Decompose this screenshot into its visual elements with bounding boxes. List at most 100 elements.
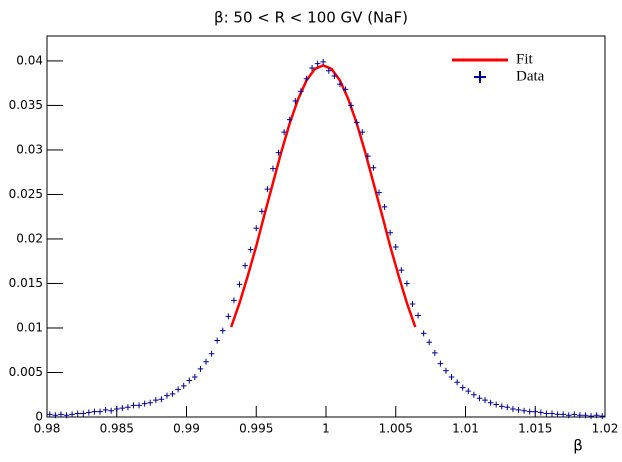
data-point [91,408,98,415]
data-point [102,406,109,413]
y-tick-label: 0.01 [16,320,43,334]
x-tick-label: 0.99 [173,422,200,436]
data-point [158,396,165,403]
data-point [192,373,198,380]
data-point [236,281,243,288]
y-tick-label: 0.02 [16,231,43,245]
y-tick-label: 0.015 [9,276,43,290]
y-tick-label: 0.005 [9,365,43,379]
x-tick-label: 0.98 [34,422,61,436]
data-point [130,402,137,409]
data-point [281,129,287,136]
data-point [532,408,539,415]
data-point [337,81,343,88]
data-point [203,358,209,365]
data-point [74,410,81,417]
data-point [515,406,522,413]
y-tick-label: 0.04 [16,53,43,67]
data-point [588,413,594,420]
data-point [214,337,220,344]
chart-title: β: 50 < R < 100 GV (NaF) [214,9,408,27]
data-point [47,411,53,418]
data-point [454,379,460,386]
data-point [58,411,64,418]
data-point [543,410,550,417]
data-point [136,402,142,409]
data-point [113,405,120,412]
data-point [554,411,561,418]
data-point [275,149,282,156]
x-axis-label: β [573,437,583,455]
data-point [471,391,477,398]
fit-line [229,64,417,328]
data-point [314,60,321,67]
data-point [404,280,410,287]
y-tick-label: 0 [35,410,43,424]
data-point [476,395,483,402]
data-point [141,400,148,407]
data-point [538,409,544,416]
x-tick-label: 1 [322,422,330,436]
data-point [180,382,187,389]
data-point [392,243,399,250]
data-point [420,330,427,337]
data-point [208,350,215,357]
x-tick-label: 1.015 [518,422,552,436]
x-tick-label: 1.01 [452,422,479,436]
data-point [69,411,75,418]
data-point [582,412,589,419]
y-tick-label: 0.03 [16,142,43,156]
data-point [164,392,170,399]
data-point [415,312,421,319]
data-point [292,97,299,104]
x-tick-label: 1.005 [379,422,413,436]
data-point [565,412,572,419]
data-point [348,102,354,109]
data-point [459,384,466,391]
x-tick-label: 1.02 [592,422,619,436]
data-point [219,327,226,334]
data-point [247,246,254,253]
data-point [510,405,516,412]
data-point [353,119,360,126]
data-point [482,397,488,404]
data-point [125,404,131,411]
data-point [253,225,260,232]
data-point [86,409,92,416]
data-point [376,189,382,196]
data-point [549,410,555,417]
data-point [197,365,204,372]
data-point [426,339,433,346]
data-point [169,390,176,397]
data-point [432,349,438,356]
data-point [175,386,181,393]
data-point [437,360,444,367]
data-point [153,397,159,404]
data-point [259,208,265,215]
data-point [443,367,449,374]
legend-label: Data [516,68,545,84]
data-point [231,297,237,304]
data-point [97,408,103,415]
y-tick-label: 0.025 [9,187,43,201]
data-point [504,404,511,411]
data-point [409,300,416,307]
data-point [242,262,248,269]
x-tick-label: 0.985 [100,422,134,436]
data-point [387,229,393,236]
data-point [359,129,366,136]
data-point [526,408,533,415]
legend-swatch [474,71,486,83]
data-point [225,313,232,320]
data-point [309,65,315,72]
data-point [571,411,578,418]
data-point [521,407,527,414]
data-point [264,186,271,193]
data-point [298,88,304,95]
data-point [593,412,600,419]
data-point [370,164,377,171]
data-point [381,203,388,210]
